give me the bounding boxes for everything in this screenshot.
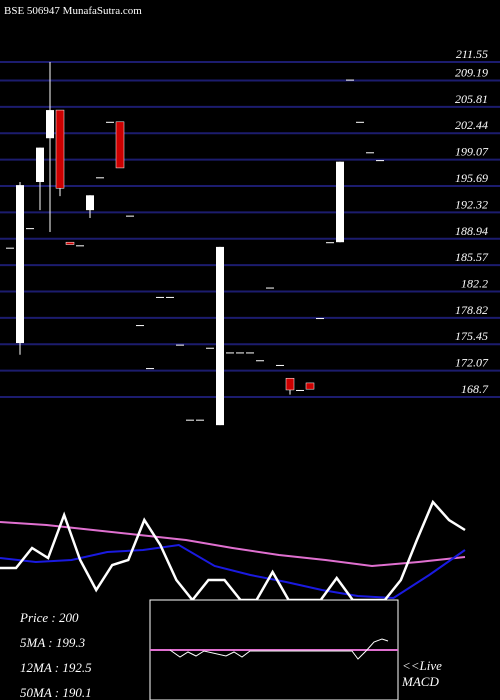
candle-body bbox=[356, 121, 364, 123]
y-tick-label: 192.32 bbox=[455, 197, 488, 211]
candle-body bbox=[65, 241, 75, 245]
y-tick-label: 209.19 bbox=[455, 65, 488, 79]
chart-title: BSE 506947 MunafaSutra.com bbox=[4, 5, 142, 17]
y-tick-label: 185.57 bbox=[455, 250, 489, 264]
candle-body bbox=[336, 161, 344, 243]
y-tick-label: 182.2 bbox=[461, 276, 488, 290]
macd-line bbox=[169, 638, 389, 660]
candle-body bbox=[86, 195, 94, 211]
y-tick-label: 178.82 bbox=[455, 303, 488, 317]
indicator-line bbox=[0, 521, 466, 568]
candle-body bbox=[16, 185, 24, 344]
candle-body bbox=[156, 296, 164, 298]
candle-body bbox=[326, 242, 334, 244]
candle-body bbox=[196, 419, 204, 421]
y-tick-label: 195.69 bbox=[455, 171, 488, 185]
indicator-line bbox=[0, 499, 466, 602]
candle-body bbox=[296, 389, 304, 391]
macd-label: MACD bbox=[401, 674, 439, 689]
candle-body bbox=[276, 364, 284, 366]
candles bbox=[6, 62, 384, 426]
candle-body bbox=[216, 246, 224, 426]
candle-body bbox=[6, 247, 14, 249]
candle-body bbox=[146, 368, 154, 370]
candle-body bbox=[115, 121, 125, 169]
y-tick-label: 172.07 bbox=[455, 356, 489, 370]
ma12-label: 12MA : 192.5 bbox=[20, 660, 92, 675]
candle-body bbox=[26, 228, 34, 230]
candle-body bbox=[236, 352, 244, 354]
candle-body bbox=[226, 352, 234, 354]
candle-body bbox=[166, 296, 174, 298]
y-tick-label: 205.81 bbox=[455, 92, 488, 106]
y-tick-label: 188.94 bbox=[455, 224, 488, 238]
candle-body bbox=[76, 245, 84, 247]
candle-body bbox=[305, 382, 315, 390]
candle-body bbox=[266, 287, 274, 289]
candle-body bbox=[176, 344, 184, 346]
candle-body bbox=[246, 352, 254, 354]
grid: 211.55 209.19 205.81 202.44 199.07 195.69 192.… bbox=[0, 47, 500, 398]
price-label: Price : 200 bbox=[19, 610, 79, 625]
y-tick-label: 168.7 bbox=[461, 382, 489, 396]
candle-body bbox=[206, 347, 214, 349]
candle-body bbox=[136, 325, 144, 327]
y-tick-label: 211.55 bbox=[456, 47, 488, 61]
candle-body bbox=[186, 419, 194, 421]
candle-body bbox=[55, 109, 65, 189]
candle-body bbox=[316, 318, 324, 320]
y-tick-label: 202.44 bbox=[455, 118, 488, 132]
indicator-panel bbox=[0, 499, 466, 602]
candle-body bbox=[256, 360, 264, 362]
candle-body bbox=[366, 152, 374, 154]
live-label: <<Live bbox=[402, 658, 442, 673]
candle-body bbox=[346, 79, 354, 81]
candle-body bbox=[106, 121, 114, 123]
candle-body bbox=[46, 110, 54, 139]
candle-body bbox=[36, 147, 44, 183]
y-tick-label: 175.45 bbox=[455, 329, 488, 343]
ma50-label: 50MA : 190.1 bbox=[20, 685, 92, 700]
ma5-label: 5MA : 199.3 bbox=[20, 635, 86, 650]
candle-body bbox=[96, 177, 104, 179]
candle-body bbox=[376, 160, 384, 162]
candle-body bbox=[285, 377, 295, 391]
y-tick-label: 199.07 bbox=[455, 145, 489, 159]
candle-body bbox=[126, 215, 134, 217]
